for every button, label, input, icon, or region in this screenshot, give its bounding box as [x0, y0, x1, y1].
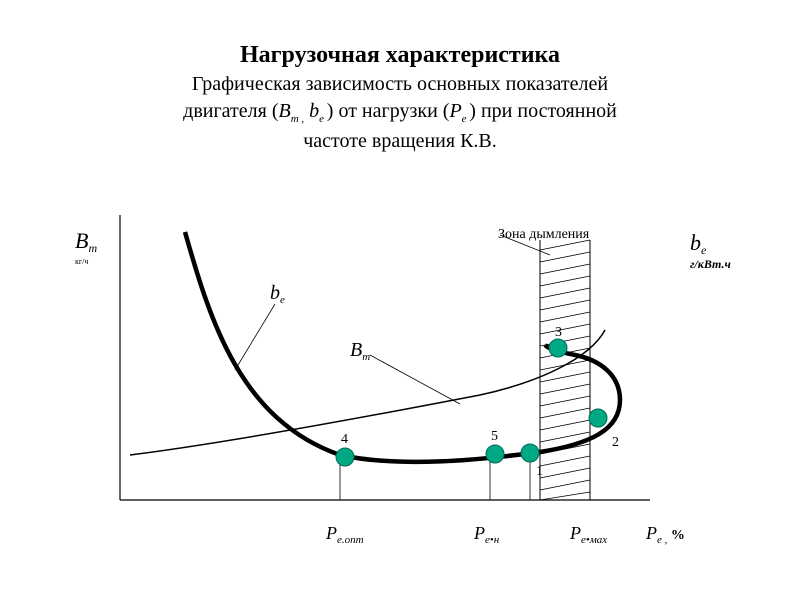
curve-Bt	[130, 330, 605, 455]
y-right-sub: е	[701, 243, 706, 257]
title-sub-line2: двигателя (Вт , bе ) от нагрузки (Ре ) п…	[60, 99, 740, 127]
title-sub-line3: частоте вращения К.В.	[60, 129, 740, 154]
marker-label-3: 3	[555, 325, 562, 340]
lead-Bt	[370, 355, 460, 404]
marker-label-4: 4	[341, 432, 348, 447]
t2f: ) при постоянной	[469, 100, 617, 122]
t2bs: т ,	[291, 113, 304, 125]
title-block: Нагрузочная характеристика Графическая з…	[60, 40, 740, 154]
zone-leader	[500, 235, 550, 255]
t2d: ) от нагрузки (	[327, 100, 450, 122]
t2e: Р	[449, 100, 461, 122]
marker-label-5: 5	[491, 429, 498, 444]
marker-5	[486, 445, 504, 463]
chart-svg: 4 5 1 2 3	[60, 200, 700, 540]
hatch-fill	[540, 240, 590, 500]
title-sub-line1: Графическая зависимость основных показат…	[60, 72, 740, 97]
chart: 4 5 1 2 3	[60, 200, 700, 540]
marker-label-2: 2	[612, 435, 619, 450]
marker-label-1: 1	[536, 464, 543, 479]
marker-3	[549, 339, 567, 357]
marker-2	[589, 409, 607, 427]
marker-labels: 4 5 1 2 3	[341, 325, 619, 479]
lead-be	[235, 304, 275, 370]
title-main: Нагрузочная характеристика	[60, 40, 740, 70]
t2c: b	[304, 100, 319, 122]
t2cs: е	[319, 113, 327, 125]
page: Нагрузочная характеристика Графическая з…	[0, 0, 800, 600]
t2a: двигателя (	[183, 100, 278, 122]
t2b: В	[278, 100, 290, 122]
marker-1	[521, 444, 539, 462]
marker-4	[336, 448, 354, 466]
